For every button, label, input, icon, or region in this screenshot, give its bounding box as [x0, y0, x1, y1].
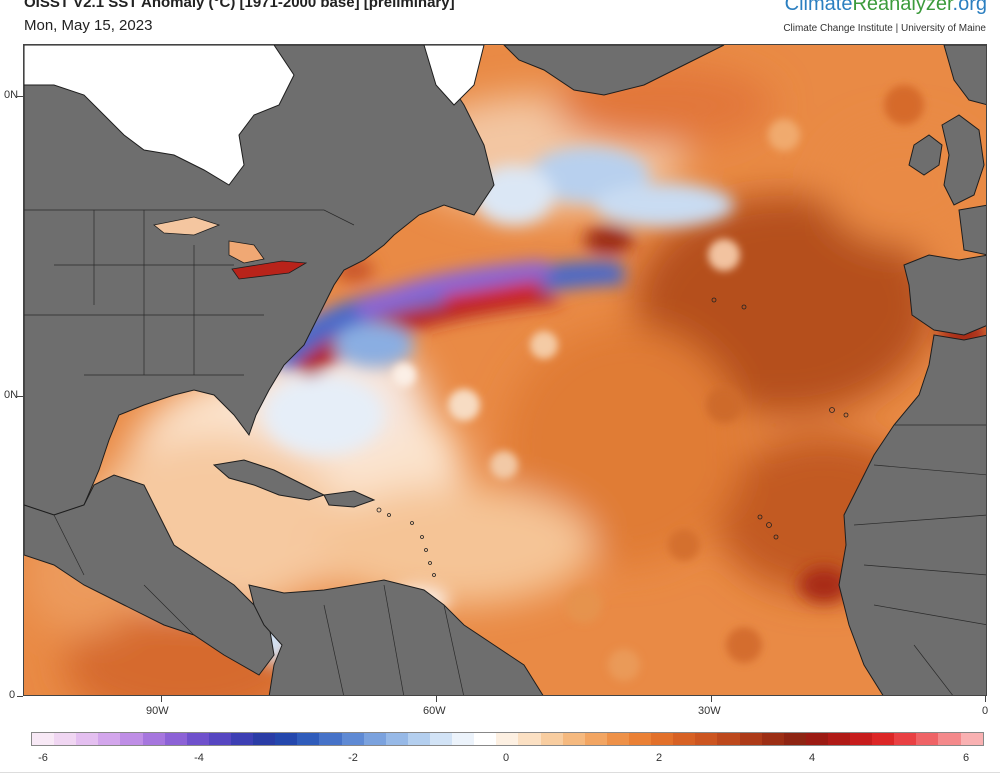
- colorbar-swatch: [916, 733, 939, 745]
- brand-logo[interactable]: ClimateReanalyzer.org: [785, 0, 987, 16]
- colorbar-swatch: [32, 733, 55, 745]
- colorbar-swatch: [142, 733, 165, 745]
- britain-land: [941, 114, 985, 206]
- map-date: Mon, May 15, 2023: [24, 17, 153, 34]
- colorbar-swatch: [628, 733, 652, 745]
- colorbar-swatch: [761, 733, 784, 745]
- ireland-land: [908, 134, 943, 176]
- colorbar: [31, 732, 984, 746]
- political-borders: [24, 209, 986, 695]
- ice-cover: [24, 45, 485, 186]
- colorbar-swatch: [827, 733, 851, 745]
- greenland-land: [503, 45, 725, 96]
- colorbar-swatch: [805, 733, 828, 745]
- colorbar-swatch: [98, 733, 121, 745]
- france-land: [958, 204, 986, 256]
- colorbar-swatch: [518, 733, 541, 745]
- lat-label-3: 0: [9, 689, 16, 701]
- scandinavia-land: [943, 45, 986, 105]
- colorbar-swatch: [363, 733, 386, 745]
- colorbar-swatch: [120, 733, 143, 745]
- colorbar-swatch: [739, 733, 762, 745]
- lon-label-60w: 60W: [423, 705, 446, 717]
- lon-tick-4: [985, 696, 986, 702]
- bottom-divider: [0, 772, 1000, 773]
- colorbar-swatch: [319, 733, 342, 745]
- colorbar-swatch: [186, 733, 209, 745]
- brand-affiliation: Climate Change Institute | University of…: [783, 23, 986, 34]
- colorbar-swatch: [275, 733, 298, 745]
- colorbar-swatch: [297, 733, 320, 745]
- colorbar-swatch: [385, 733, 408, 745]
- colorbar-swatch: [562, 733, 585, 745]
- colorbar-swatch: [938, 733, 961, 745]
- colorbar-swatch: [584, 733, 607, 745]
- hudson-bay-ice: [24, 45, 295, 186]
- colorbar-label-4: 4: [808, 752, 816, 764]
- lat-tick-3: [17, 696, 23, 697]
- colorbar-swatch: [208, 733, 231, 745]
- colorbar-label-minus-2: -2: [348, 752, 358, 764]
- map-title: OISST V2.1 SST Anomaly (°C) [1971-2000 b…: [24, 0, 455, 11]
- lon-tick-1: [161, 696, 162, 702]
- lat-label-1: 0N: [4, 89, 19, 101]
- cuba-land: [212, 459, 326, 501]
- colorbar-swatch: [673, 733, 696, 745]
- brand-logo-part-3: .org: [952, 0, 987, 15]
- colorbar-swatch: [717, 733, 740, 745]
- colorbar-swatch: [407, 733, 430, 745]
- colorbar-swatch: [54, 733, 77, 745]
- colorbar-swatch: [894, 733, 917, 745]
- colorbar-label-0: 0: [502, 752, 510, 764]
- davis-strait-ice: [423, 45, 485, 106]
- iberia-land: [903, 254, 986, 336]
- hispaniola-land: [323, 490, 376, 508]
- lat-tick-1: [17, 96, 23, 97]
- colorbar-swatch: [496, 733, 519, 745]
- lon-label-90w: 90W: [146, 705, 169, 717]
- colorbar-label-minus-6: -6: [38, 752, 48, 764]
- colorbar-swatch: [164, 733, 187, 745]
- south-america-land: [248, 579, 544, 695]
- colorbar-label-2: 2: [655, 752, 663, 764]
- brand-logo-part-1: Climate: [784, 0, 853, 15]
- lon-label-30w: 30W: [698, 705, 721, 717]
- colorbar-swatch: [872, 733, 895, 745]
- sst-anomaly-map-canvas: [24, 45, 986, 695]
- colorbar-swatch: [606, 733, 629, 745]
- colorbar-swatch: [960, 733, 983, 745]
- lon-tick-2: [436, 696, 437, 702]
- lon-label-0: 0: [982, 705, 989, 717]
- colorbar-swatch: [850, 733, 873, 745]
- colorbar-swatch: [651, 733, 674, 745]
- colorbar-swatch: [76, 733, 99, 745]
- colorbar-swatch: [230, 733, 254, 745]
- brand-logo-part-2: Reanalyzer: [852, 0, 953, 15]
- colorbar-swatch: [783, 733, 806, 745]
- colorbar-swatch: [540, 733, 563, 745]
- colorbar-swatch: [452, 733, 475, 745]
- colorbar-label-6: 6: [962, 752, 970, 764]
- colorbar-label-minus-4: -4: [194, 752, 204, 764]
- colorbar-swatch: [253, 733, 276, 745]
- sst-anomaly-map: [23, 44, 987, 696]
- lon-tick-3: [711, 696, 712, 702]
- colorbar-swatch: [429, 733, 453, 745]
- lat-label-2: 0N: [4, 389, 19, 401]
- north-america-land: [24, 45, 495, 516]
- lat-tick-2: [17, 396, 23, 397]
- colorbar-swatch: [474, 733, 497, 745]
- lakes: [153, 216, 308, 280]
- colorbar-swatch: [341, 733, 364, 745]
- caribbean-islands: [376, 297, 849, 577]
- colorbar-swatch: [695, 733, 718, 745]
